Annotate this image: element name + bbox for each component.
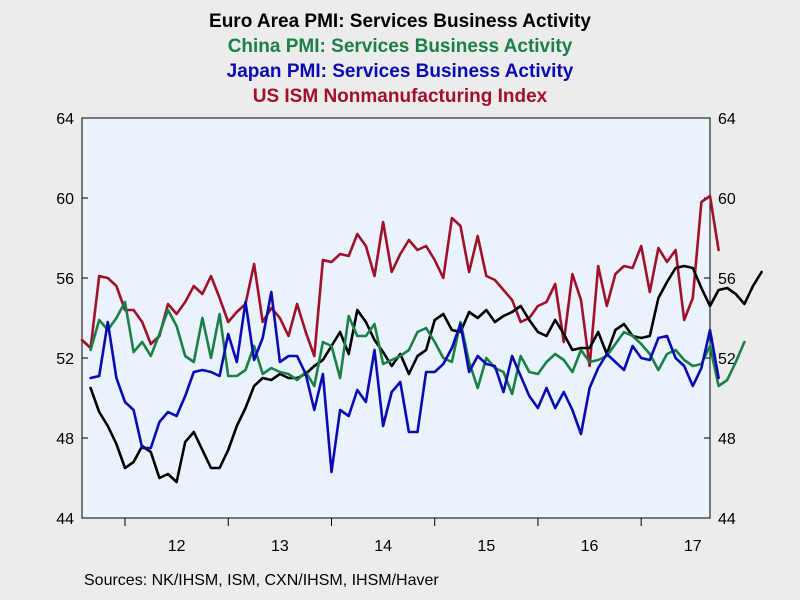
x-tick-label: 15 <box>477 538 495 555</box>
y-tick-label-left: 48 <box>56 431 74 448</box>
series-line-china-pmi-services-business-activity <box>89 300 746 396</box>
y-tick-label-left: 60 <box>56 191 74 208</box>
title-euro-area: Euro Area PMI: Services Business Activit… <box>209 11 591 32</box>
y-tick-label-right: 44 <box>718 511 736 528</box>
y-tick-label-right: 48 <box>718 431 736 448</box>
series-line-japan-pmi-services-business-activity <box>89 290 720 474</box>
title-japan: Japan PMI: Services Business Activity <box>226 61 574 82</box>
title-china: China PMI: Services Business Activity <box>227 36 573 57</box>
x-tick-label: 12 <box>168 538 186 555</box>
y-tick-label-right: 52 <box>718 351 736 368</box>
y-tick-label-left: 44 <box>56 511 74 528</box>
y-tick-label-right: 56 <box>718 271 736 288</box>
series-line-euro-area-pmi-services-business-activity <box>89 264 763 484</box>
y-tick-label-right: 60 <box>718 191 736 208</box>
plot-area <box>81 117 711 519</box>
source-note: Sources: NK/IHSM, ISM, CXN/IHSM, IHSM/Ha… <box>84 572 439 589</box>
x-tick-label: 13 <box>271 538 289 555</box>
y-tick-label-left: 52 <box>56 351 74 368</box>
x-tick-label: 17 <box>684 538 702 555</box>
y-tick-label-right: 64 <box>718 111 736 128</box>
chart-titles: Euro Area PMI: Services Business Activit… <box>0 9 800 109</box>
title-us-ism: US ISM Nonmanufacturing Index <box>252 86 548 107</box>
x-tick-label: 16 <box>581 538 599 555</box>
y-tick-label-left: 64 <box>56 111 74 128</box>
series-line-us-ism-nonmanufacturing-index <box>80 194 720 368</box>
y-tick-label-left: 56 <box>56 271 74 288</box>
x-tick-label: 14 <box>374 538 392 555</box>
